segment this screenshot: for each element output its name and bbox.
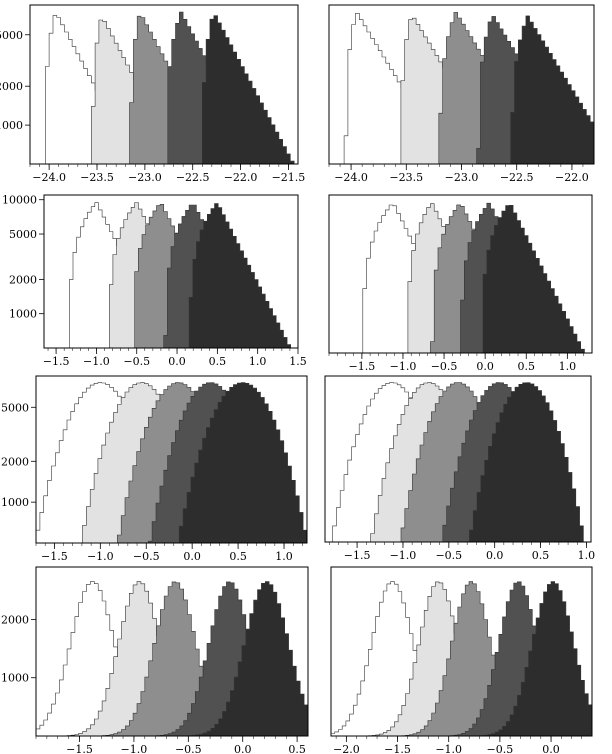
chart-panel: −24.0 −23.5 −23.0 −22.5 −22.0 −21.5 1000 2000 50…: [0, 4, 306, 184]
x-tick-label: −0.5: [175, 743, 202, 754]
x-tick-label: −23.5: [389, 171, 423, 184]
histogram-series: [36, 581, 308, 736]
x-tick-label: −2.0: [333, 743, 360, 754]
x-tick-label: −0.5: [431, 360, 458, 373]
x-tick-label: 0.5: [288, 743, 306, 754]
histogram-series: [510, 15, 594, 164]
x-tick-label: −1.0: [87, 550, 114, 563]
y-tick-label: 2000: [1, 613, 29, 626]
x-tick-label: −23.0: [128, 171, 162, 184]
x-tick-label: −22.5: [500, 171, 534, 184]
y-tick-label: 5000: [9, 228, 37, 241]
plot-area: [36, 581, 308, 736]
plot-area: [343, 12, 594, 164]
x-tick-label: 0.5: [518, 360, 536, 373]
x-tick-label: −1.0: [390, 360, 417, 373]
x-tick-label: −23.5: [80, 171, 114, 184]
x-tick-label: −0.5: [123, 355, 150, 368]
chart-panel: −1.5 −1.0 −0.5 0.0 0.5 1.0: [324, 375, 596, 562]
x-tick-label: −1.0: [83, 355, 110, 368]
histogram-series: [178, 382, 307, 543]
x-tick-label: −24.0: [334, 171, 368, 184]
x-tick-label: −1.5: [344, 549, 371, 562]
x-tick-label: 1.0: [578, 549, 596, 562]
x-tick-label: 0.5: [532, 549, 550, 562]
histogram-series: [331, 581, 592, 736]
chart-panel: −1.5 −1.0 −0.5 0.0 0.5 1.0 1.5 1000 2000 5000 1000…: [2, 194, 307, 368]
x-tick-label: 1.0: [275, 550, 293, 563]
x-tick-label: 0.5: [209, 355, 227, 368]
x-tick-label: 0.0: [168, 355, 186, 368]
plot-area: [45, 11, 295, 164]
x-tick-label: −1.5: [66, 743, 93, 754]
y-tick-label: 2000: [0, 80, 23, 93]
chart-panel: −1.5 −1.0 −0.5 0.0 0.5 1000 2000: [1, 566, 309, 754]
plot-area: [69, 202, 291, 348]
x-tick-label: 1.0: [559, 360, 577, 373]
x-tick-label: −1.5: [349, 360, 376, 373]
x-tick-label: 0.0: [183, 550, 201, 563]
x-tick-label: −22.0: [224, 171, 258, 184]
x-tick-label: 1.0: [249, 355, 267, 368]
y-tick-label: 5000: [1, 401, 29, 414]
histogram-series: [202, 15, 295, 164]
panel-frame: [330, 566, 593, 737]
panel-frame: [43, 194, 299, 349]
x-tick-label: −22.0: [555, 171, 589, 184]
x-tick-label: 0.0: [476, 360, 494, 373]
plot-area: [36, 382, 307, 543]
plot-area: [332, 382, 584, 542]
y-tick-label: 5000: [0, 29, 23, 42]
x-tick-label: 0.0: [234, 743, 252, 754]
x-tick-label: −1.0: [121, 743, 148, 754]
x-tick-label: 0.5: [229, 550, 247, 563]
y-tick-label: 1000: [1, 672, 29, 685]
x-tick-label: −0.5: [133, 550, 160, 563]
plot-area: [331, 581, 592, 736]
y-tick-label: 2000: [1, 455, 29, 468]
y-tick-label: 1000: [9, 308, 37, 321]
chart-panel: −1.5 −1.0 −0.5 0.0 0.5 1.0 1000 2000 5000: [1, 375, 308, 563]
histogram-series: [469, 382, 584, 542]
y-tick-label: 1000: [1, 496, 29, 509]
chart-panel: −1.5 −1.0 −0.5 0.0 0.5 1.0: [328, 194, 593, 373]
y-tick-label: 2000: [9, 273, 37, 286]
y-tick-label: 1000: [0, 119, 23, 132]
panel-frame: [35, 566, 309, 737]
x-tick-label: −0.5: [487, 743, 514, 754]
x-tick-label: −0.5: [435, 549, 462, 562]
y-tick-label: 10000: [2, 194, 37, 207]
x-tick-label: −1.5: [43, 355, 70, 368]
histogram-series: [188, 203, 291, 348]
x-tick-label: −22.5: [176, 171, 210, 184]
panel-frame: [35, 375, 308, 544]
x-tick-label: −1.5: [384, 743, 411, 754]
x-tick-label: −24.0: [32, 171, 66, 184]
x-tick-label: 1.5: [289, 355, 307, 368]
histogram-series: [482, 205, 585, 353]
chart-panel: −2.0 −1.5 −1.0 −0.5 0.0: [330, 566, 593, 754]
x-tick-label: −1.5: [41, 550, 68, 563]
x-tick-label: 0.0: [486, 549, 504, 562]
x-tick-label: −1.0: [435, 743, 462, 754]
chart-panel: −24.0 −23.5 −23.0 −22.5 −22.0: [328, 4, 595, 184]
x-tick-label: −21.5: [272, 171, 306, 184]
x-tick-label: −23.0: [445, 171, 479, 184]
x-tick-label: −1.0: [390, 549, 417, 562]
x-tick-label: 0.0: [542, 743, 560, 754]
plot-area: [362, 202, 585, 353]
